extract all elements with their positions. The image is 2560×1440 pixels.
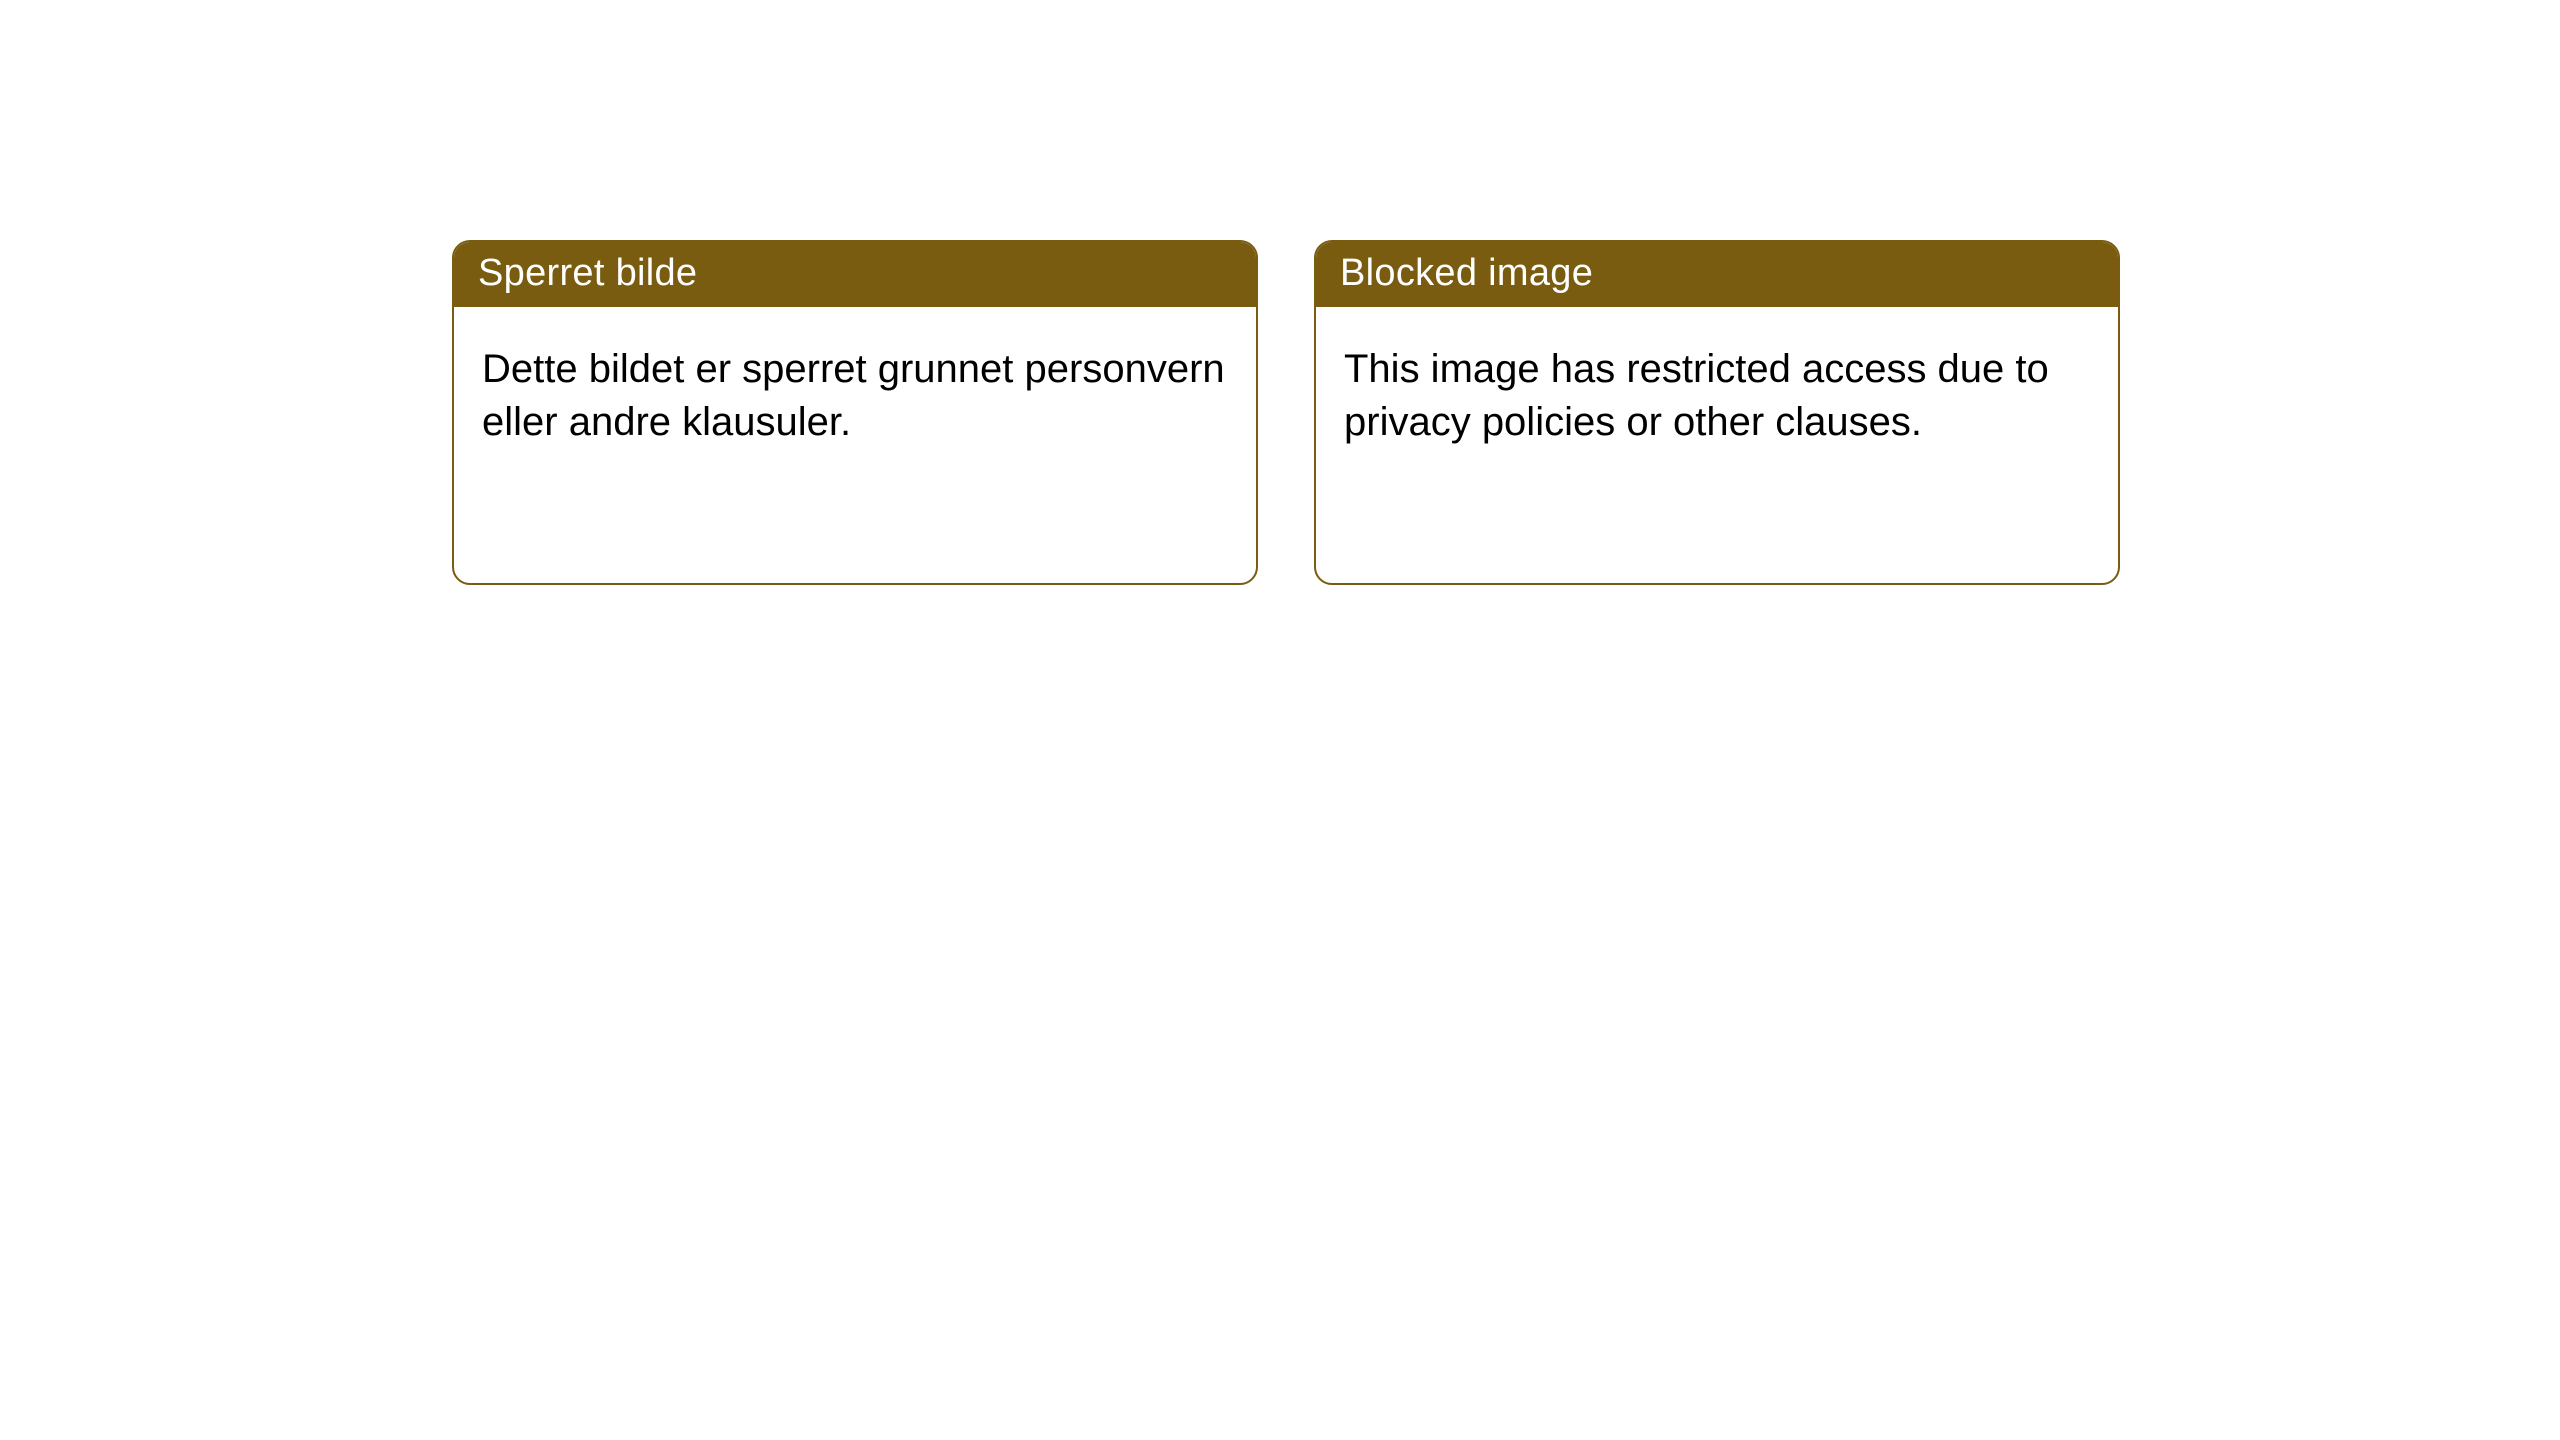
blocked-image-card-en: Blocked image This image has restricted … — [1314, 240, 2120, 585]
cards-container: Sperret bilde Dette bildet er sperret gr… — [0, 0, 2560, 585]
card-body-en: This image has restricted access due to … — [1316, 307, 2118, 583]
card-header-no: Sperret bilde — [454, 242, 1256, 307]
card-title-no: Sperret bilde — [478, 252, 697, 294]
card-body-no: Dette bildet er sperret grunnet personve… — [454, 307, 1256, 583]
card-title-en: Blocked image — [1340, 252, 1593, 294]
card-message-no: Dette bildet er sperret grunnet personve… — [482, 347, 1225, 444]
card-header-en: Blocked image — [1316, 242, 2118, 307]
card-message-en: This image has restricted access due to … — [1344, 347, 2049, 444]
blocked-image-card-no: Sperret bilde Dette bildet er sperret gr… — [452, 240, 1258, 585]
